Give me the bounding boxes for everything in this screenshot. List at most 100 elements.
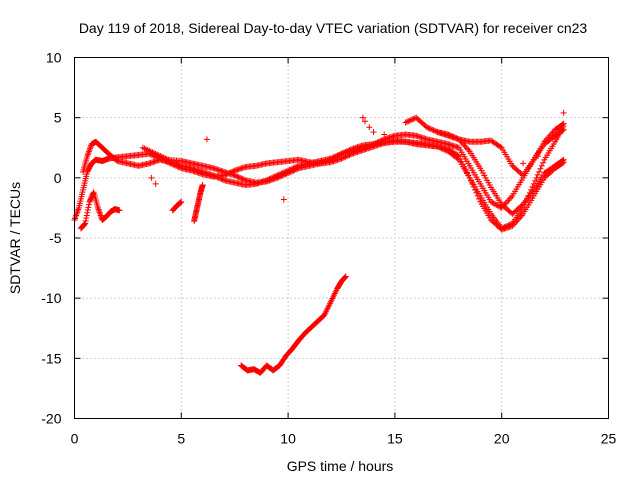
- data-point: [538, 162, 545, 169]
- data-point: [342, 274, 349, 281]
- data-point: [148, 174, 155, 181]
- data-point: [433, 128, 440, 135]
- data-point: [341, 154, 348, 161]
- data-point: [280, 196, 287, 203]
- data-point: [219, 176, 226, 183]
- data-markers: [71, 109, 567, 376]
- data-point: [406, 117, 413, 124]
- data-point: [347, 151, 354, 158]
- data-point: [238, 175, 245, 182]
- data-point: [290, 167, 297, 174]
- data-point: [82, 220, 89, 227]
- data-point: [291, 167, 298, 174]
- x-tick-label: 10: [280, 431, 296, 447]
- data-point: [277, 173, 284, 180]
- data-point: [506, 221, 513, 228]
- data-point: [497, 143, 504, 150]
- data-point: [500, 224, 507, 231]
- series-track-7: [238, 273, 349, 376]
- data-point: [237, 174, 244, 181]
- data-point: [278, 173, 285, 180]
- data-point: [559, 157, 566, 164]
- data-point: [235, 174, 242, 181]
- data-point: [502, 223, 509, 230]
- x-tick-label: 5: [177, 431, 185, 447]
- data-point: [517, 213, 524, 220]
- data-point: [429, 126, 436, 133]
- data-point: [282, 171, 289, 178]
- data-point: [366, 124, 373, 131]
- series-scattered: [148, 109, 567, 203]
- data-point: [289, 168, 296, 175]
- data-point: [462, 143, 469, 150]
- data-point: [435, 144, 442, 151]
- data-point: [286, 169, 293, 176]
- data-point: [211, 173, 218, 180]
- chart-title: Day 119 of 2018, Sidereal Day-to-day VTE…: [79, 20, 588, 36]
- data-point: [239, 176, 246, 183]
- data-point: [152, 180, 159, 187]
- data-point: [203, 136, 210, 143]
- data-point: [85, 201, 92, 208]
- data-point: [81, 221, 88, 228]
- data-point: [423, 124, 430, 131]
- series-track-5: [402, 114, 567, 217]
- data-point: [508, 194, 515, 201]
- data-point: [339, 154, 346, 161]
- tick-labels: 0 5 10 15 20 25 -20 -15 -10 -5 0 5 10: [41, 50, 616, 447]
- series-track-3: [139, 123, 567, 232]
- data-point: [403, 118, 410, 125]
- data-point: [540, 159, 547, 166]
- data-point: [215, 174, 222, 181]
- data-point: [427, 126, 434, 133]
- x-tick-label: 15: [387, 431, 403, 447]
- data-point: [442, 147, 449, 154]
- x-tick-label: 0: [71, 431, 79, 447]
- data-point: [534, 171, 541, 178]
- data-point: [537, 165, 544, 172]
- data-point: [505, 197, 512, 204]
- data-point: [199, 182, 206, 189]
- data-point: [518, 171, 525, 178]
- data-point: [359, 114, 366, 121]
- data-point: [361, 118, 368, 125]
- data-point: [405, 118, 412, 125]
- data-point: [409, 116, 416, 123]
- data-point: [520, 160, 527, 167]
- data-point: [116, 207, 123, 214]
- data-point: [476, 195, 483, 202]
- data-point: [341, 274, 348, 281]
- data-point: [430, 127, 437, 134]
- data-point: [234, 173, 241, 180]
- data-point: [536, 168, 543, 175]
- data-point: [287, 168, 294, 175]
- y-tick-label: -20: [41, 411, 61, 427]
- data-point: [213, 173, 220, 180]
- data-point: [233, 173, 240, 180]
- data-point: [504, 222, 511, 229]
- data-point: [454, 155, 461, 162]
- data-point: [437, 144, 444, 151]
- data-point: [560, 156, 567, 163]
- data-point: [231, 172, 238, 179]
- data-point: [281, 171, 288, 178]
- data-point: [82, 217, 89, 224]
- data-point: [218, 176, 225, 183]
- y-tick-label: -5: [49, 230, 62, 246]
- data-point: [463, 145, 470, 152]
- data-point: [293, 166, 300, 173]
- x-axis-label: GPS time / hours: [287, 458, 394, 474]
- x-tick-label: 25: [601, 431, 617, 447]
- data-point: [504, 198, 511, 205]
- data-point: [83, 215, 90, 222]
- data-point: [274, 174, 281, 181]
- data-point: [81, 221, 88, 228]
- data-point: [279, 172, 286, 179]
- data-point: [214, 174, 221, 181]
- data-point: [285, 170, 292, 177]
- grid: [74, 57, 609, 419]
- data-point: [370, 129, 377, 136]
- data-point: [338, 155, 345, 162]
- data-point: [346, 151, 353, 158]
